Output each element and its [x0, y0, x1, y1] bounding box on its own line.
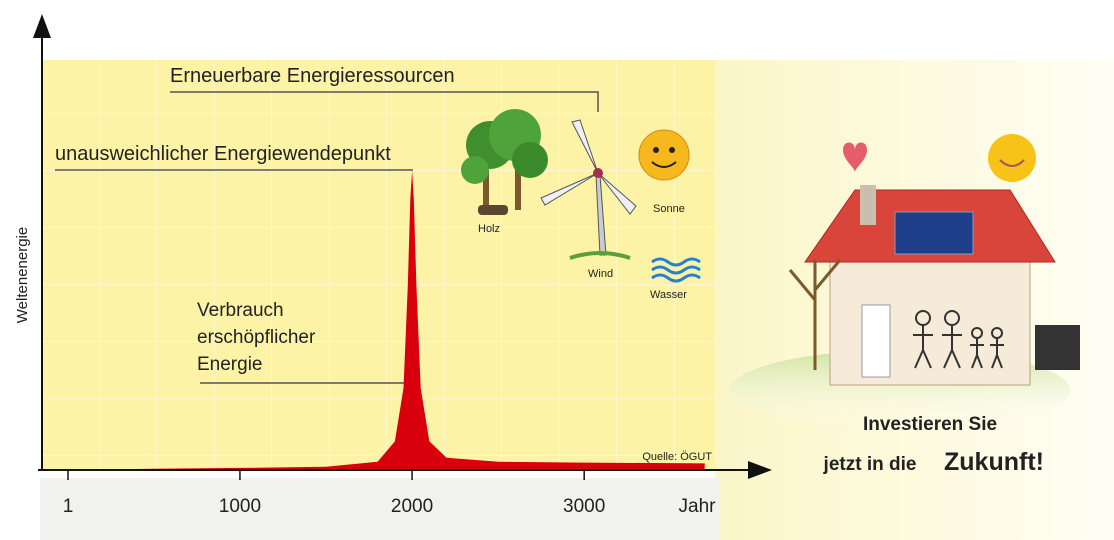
annotation: Energie	[197, 354, 263, 375]
slogan: Investieren Sie	[863, 414, 997, 435]
x-tick-label: 3000	[563, 496, 605, 517]
y-axis-label: Weltenenergie	[14, 227, 31, 323]
grid	[42, 60, 715, 470]
annotation: Erneuerbare Energieressourcen	[170, 65, 455, 87]
slogan: Zukunft!	[944, 448, 1044, 476]
sun-icon	[639, 130, 689, 180]
infographic: Erneuerbare Energieressourcen unausweich…	[0, 0, 1114, 540]
axis-strip	[40, 478, 720, 540]
icon-label: Wasser	[650, 289, 687, 301]
annotation: unausweichlicher Energiewendepunkt	[55, 143, 391, 165]
annotation: erschöpflicher	[197, 327, 316, 348]
icon-label: Sonne	[653, 203, 685, 215]
x-axis-label: Jahr	[679, 496, 717, 517]
annotation: Verbrauch	[197, 300, 284, 321]
source-note: Quelle: ÖGUT	[642, 451, 712, 463]
x-tick-label: 1	[63, 496, 74, 517]
icon-label: Wind	[588, 268, 613, 280]
x-tick-label: 1000	[219, 496, 261, 517]
slogan: jetzt in die	[823, 454, 917, 475]
x-tick-label: 2000	[391, 496, 433, 517]
icon-label: Holz	[478, 223, 500, 235]
